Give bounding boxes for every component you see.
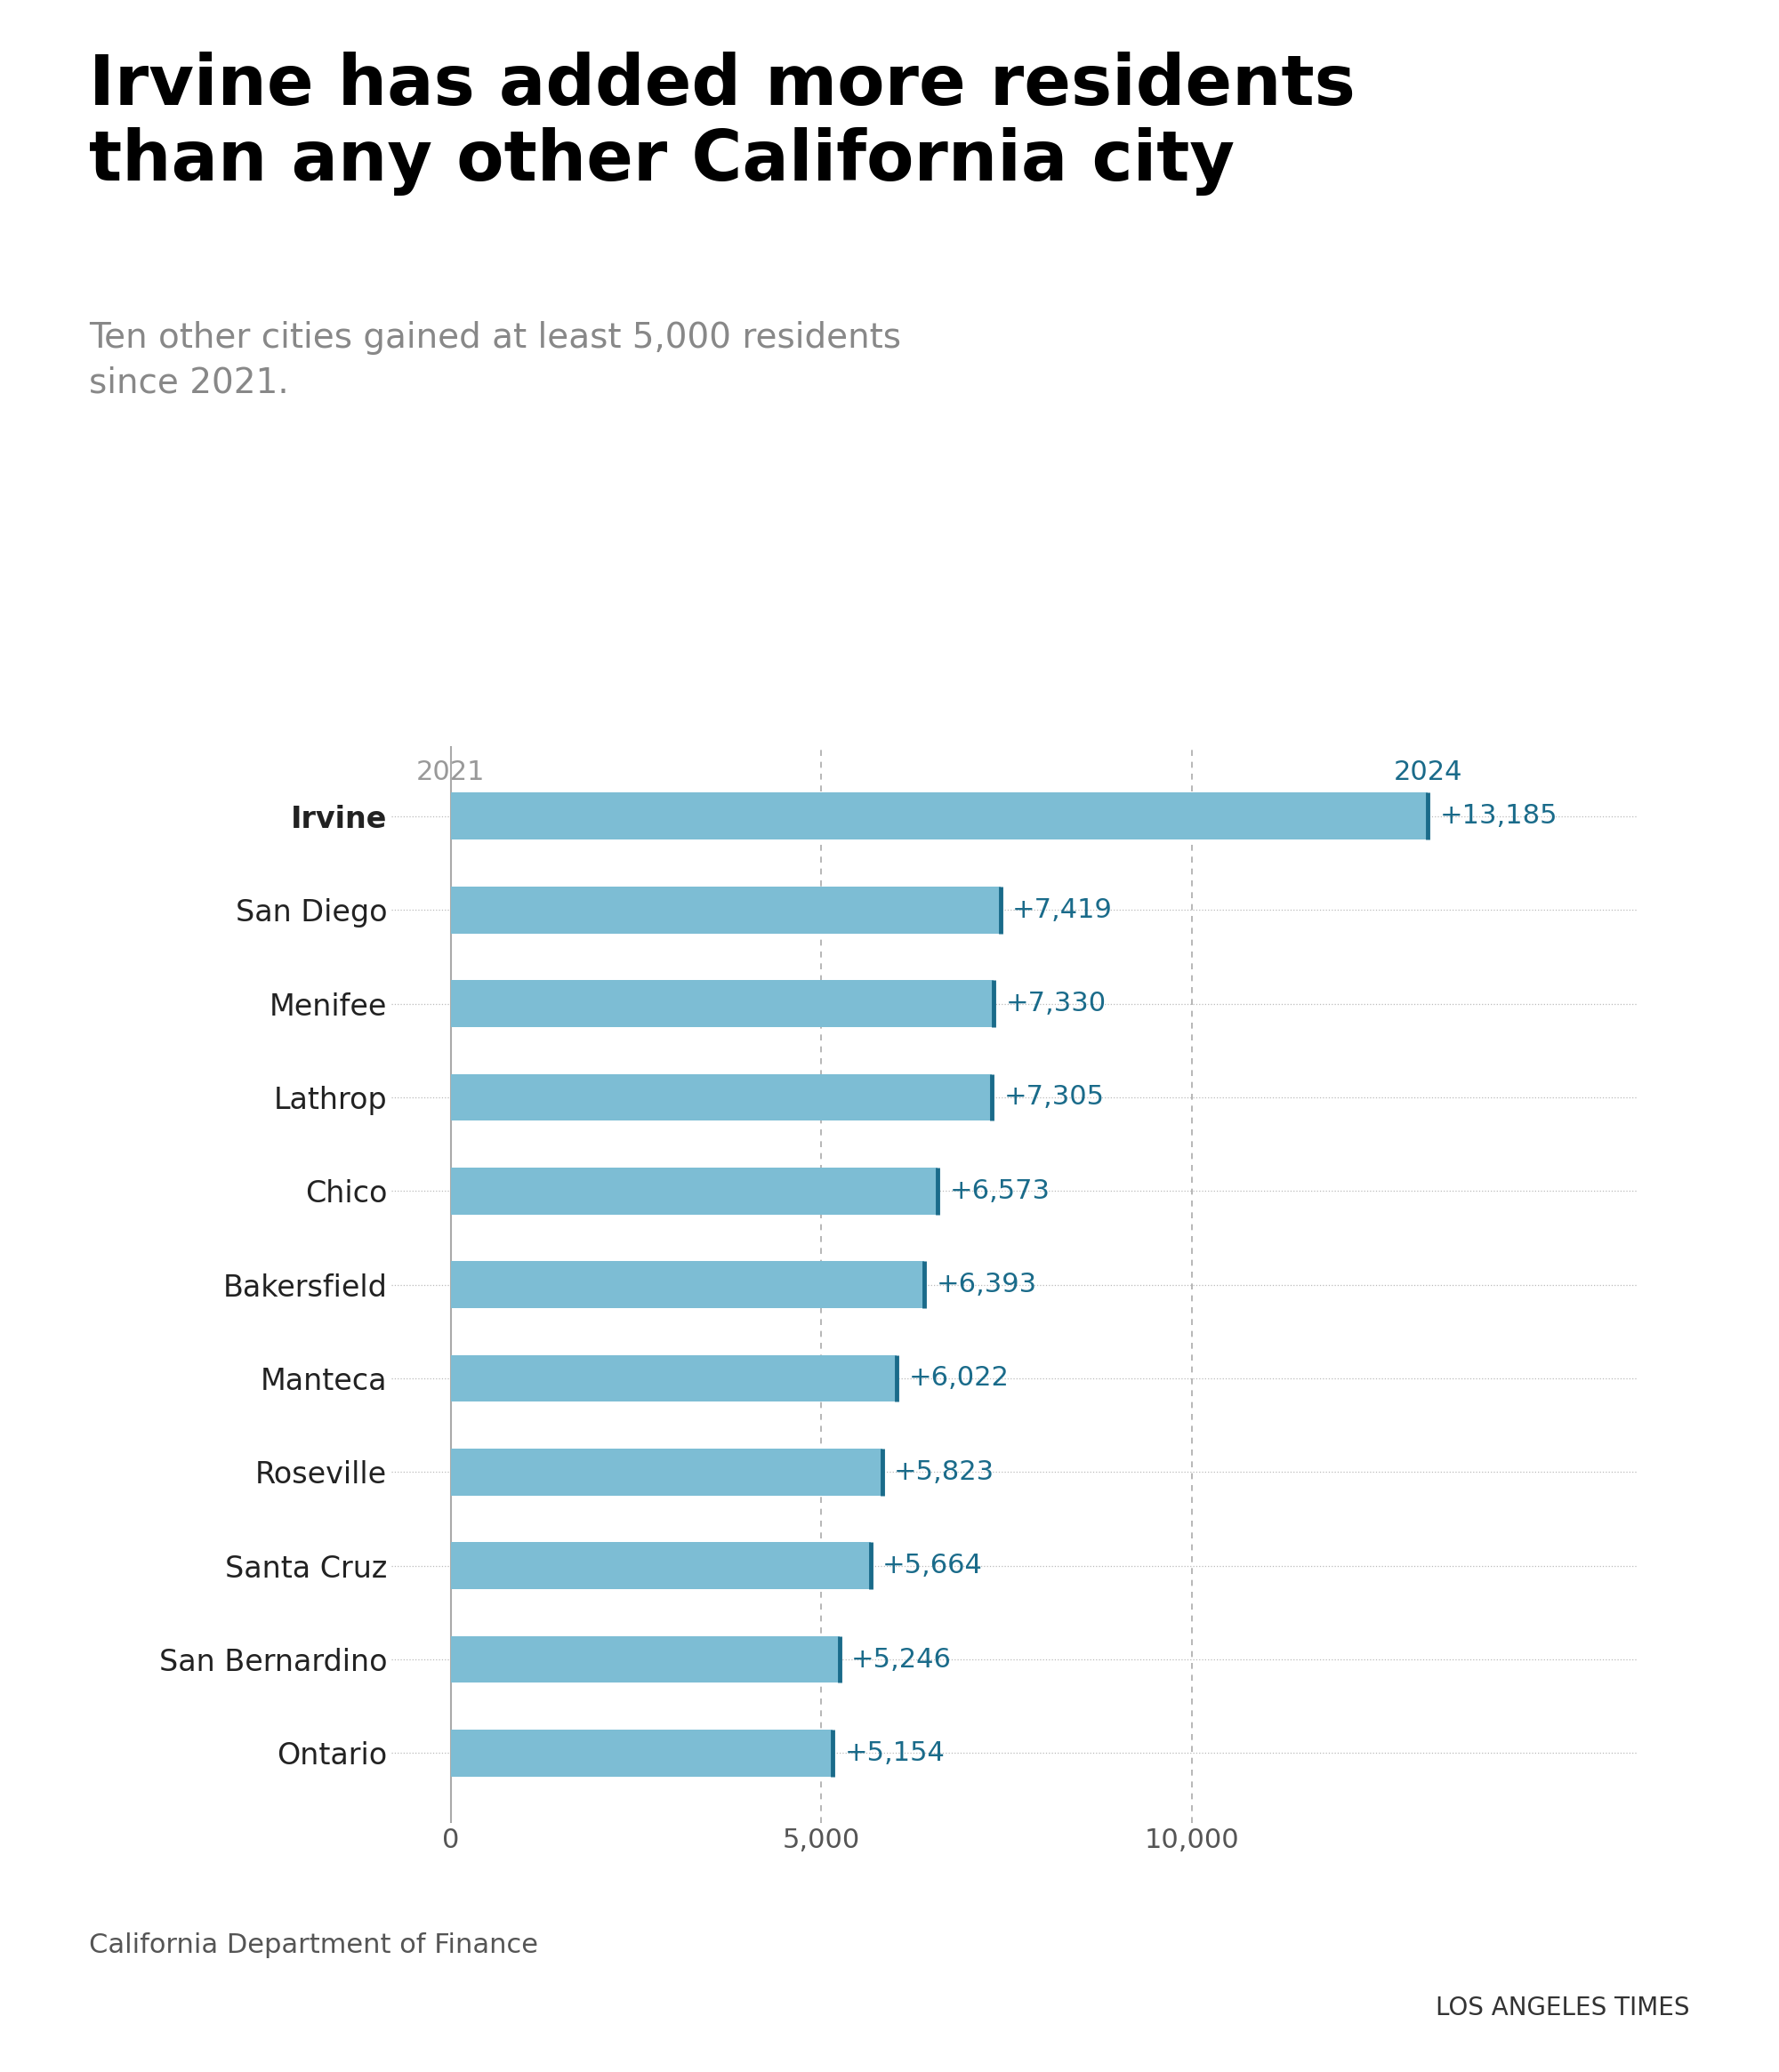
Text: LOS ANGELES TIMES: LOS ANGELES TIMES (1436, 1995, 1690, 2020)
Bar (450, 1730, 833, 1776)
Bar (450, 1448, 882, 1496)
Text: +6,393: +6,393 (936, 1272, 1037, 1297)
Bar (450, 1355, 897, 1403)
Text: +5,154: +5,154 (845, 1740, 945, 1765)
Text: +5,246: +5,246 (852, 1647, 952, 1672)
Bar (450, 1073, 993, 1121)
Text: Irvine has added more residents
than any other California city: Irvine has added more residents than any… (89, 52, 1356, 197)
Text: +7,330: +7,330 (1005, 990, 1107, 1017)
Text: 2021: 2021 (416, 760, 486, 785)
Text: +5,823: +5,823 (895, 1459, 994, 1486)
Bar (450, 887, 1000, 932)
Text: +6,022: +6,022 (909, 1365, 1009, 1390)
Text: +6,573: +6,573 (950, 1179, 1050, 1204)
Bar (450, 1262, 925, 1307)
Bar (450, 1637, 840, 1682)
Text: Ten other cities gained at least 5,000 residents
since 2021.: Ten other cities gained at least 5,000 r… (89, 321, 902, 400)
Bar (450, 1542, 870, 1589)
Bar (450, 794, 1429, 839)
Text: 2024: 2024 (1393, 760, 1462, 785)
Text: +13,185: +13,185 (1439, 804, 1558, 829)
Bar (450, 980, 994, 1028)
Text: +7,419: +7,419 (1012, 897, 1114, 922)
Text: California Department of Finance: California Department of Finance (89, 1933, 537, 1958)
Text: +7,305: +7,305 (1003, 1084, 1105, 1111)
Text: +5,664: +5,664 (882, 1552, 982, 1579)
Bar (450, 1167, 938, 1214)
